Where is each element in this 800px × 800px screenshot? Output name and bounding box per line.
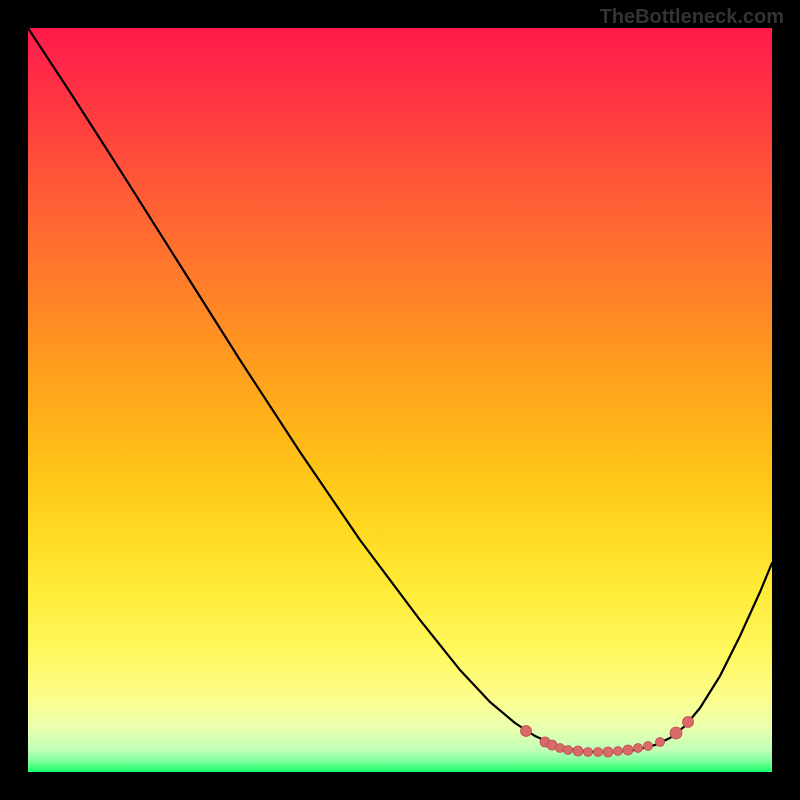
data-dot: [573, 746, 583, 756]
data-dot: [521, 726, 532, 737]
data-dot: [594, 748, 603, 757]
data-dot: [623, 745, 633, 755]
chart-svg: [0, 0, 800, 800]
data-dot: [644, 742, 653, 751]
data-dot: [603, 747, 613, 757]
data-dot: [584, 748, 593, 757]
data-dot: [556, 744, 565, 753]
watermark-text: TheBottleneck.com: [600, 6, 784, 29]
data-dot: [683, 717, 694, 728]
chart-plot-bg: [28, 28, 772, 772]
data-dot: [634, 744, 643, 753]
data-dot: [656, 738, 665, 747]
data-dot: [670, 727, 682, 739]
data-dot: [614, 747, 623, 756]
data-dot: [564, 746, 573, 755]
chart-canvas: [0, 0, 800, 800]
